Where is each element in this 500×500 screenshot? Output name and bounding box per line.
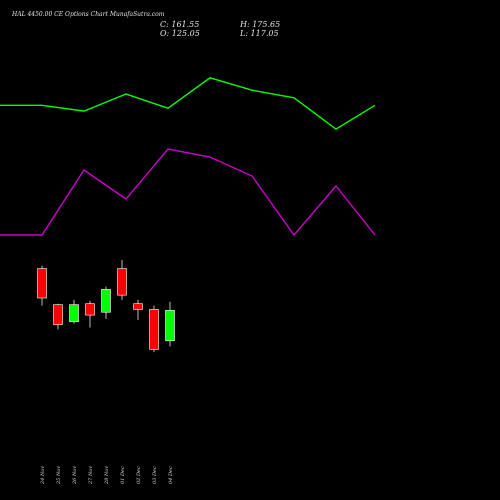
x-tick-label: 27 Nov	[88, 466, 94, 485]
candle	[149, 305, 159, 353]
candle	[133, 299, 143, 320]
candle-body	[117, 268, 127, 296]
candle	[85, 300, 95, 328]
candle-body	[165, 310, 175, 342]
x-tick-label: 03 Dec	[152, 466, 158, 484]
x-tick-label: 01 Dec	[120, 466, 126, 484]
line-series-1	[0, 77, 376, 130]
x-tick-label: 02 Dec	[136, 466, 142, 484]
candle	[53, 303, 63, 330]
line-series-group	[0, 77, 376, 237]
candle	[117, 260, 127, 300]
x-tick-label: 24 Nov	[40, 466, 46, 485]
x-tick-label: 28 Nov	[104, 466, 110, 485]
x-tick-label: 04 Dec	[168, 466, 174, 484]
candle-body	[85, 303, 95, 316]
chart-title: HAL 4450.00 CE Options Chart MunafaSutra…	[11, 11, 165, 18]
close-value: C: 161.55	[160, 20, 199, 29]
candle-body	[133, 303, 143, 310]
candle	[37, 265, 47, 306]
candlestick-group	[37, 260, 175, 353]
candle-body	[53, 304, 63, 325]
candle	[69, 299, 79, 324]
x-axis-labels: 24 Nov 25 Nov 26 Nov 27 Nov 28 Nov 01 Dec 02 D…	[40, 466, 174, 485]
low-value: L: 117.05	[239, 29, 279, 38]
high-value: H: 175.65	[239, 20, 280, 29]
candle-body	[37, 268, 47, 299]
candle	[165, 301, 175, 347]
x-tick-label: 26 Nov	[72, 466, 78, 485]
open-value: O: 125.05	[160, 29, 200, 38]
x-tick-label: 25 Nov	[56, 466, 62, 485]
candle-body	[69, 304, 79, 323]
candle-body	[101, 289, 111, 313]
line-series-2	[0, 148, 376, 237]
candle-body	[149, 309, 159, 350]
candle	[101, 286, 111, 319]
